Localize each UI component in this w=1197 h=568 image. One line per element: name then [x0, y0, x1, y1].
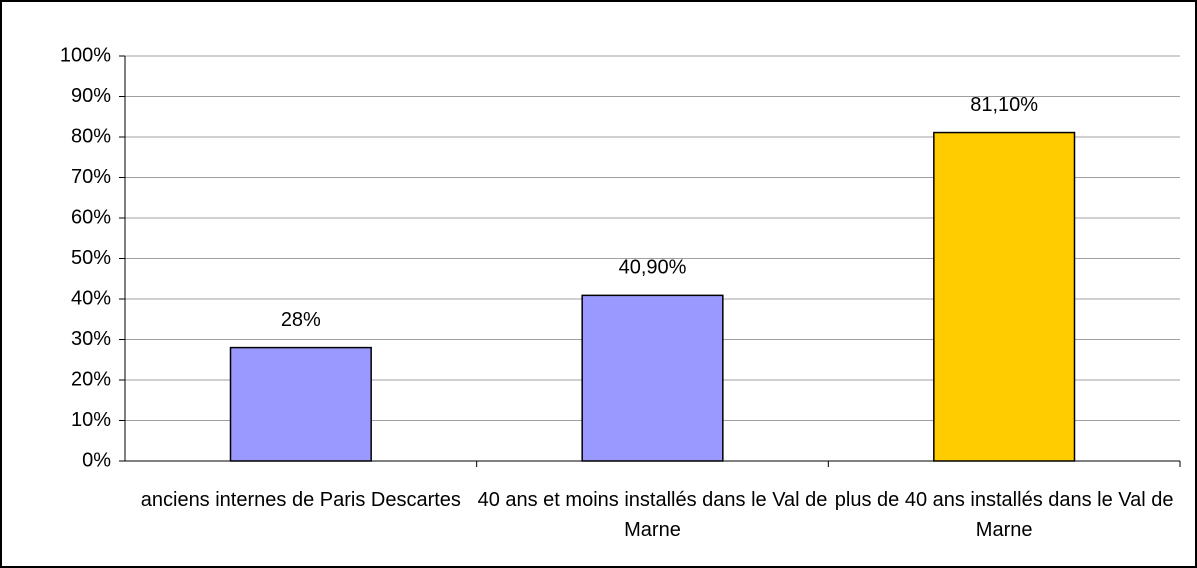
- y-tick-label: 100%: [60, 44, 111, 66]
- data-label: 81,10%: [970, 94, 1038, 116]
- x-tick-label: 40 ans et moins installés dans le Val de…: [477, 489, 828, 541]
- bar: [581, 294, 724, 462]
- y-tick-label: 0%: [82, 449, 111, 471]
- y-tick-label: 40%: [71, 287, 111, 309]
- y-tick-label: 50%: [71, 247, 111, 269]
- y-tick-label: 10%: [71, 409, 111, 431]
- bar: [933, 131, 1076, 462]
- x-tick-label: anciens internes de Paris Descartes: [140, 489, 461, 511]
- data-label: 40,90%: [619, 257, 687, 279]
- y-tick-label: 60%: [71, 206, 111, 228]
- bar: [229, 346, 372, 462]
- y-tick-label: 80%: [71, 125, 111, 147]
- y-tick-label: 90%: [71, 85, 111, 107]
- y-tick-label: 70%: [71, 166, 111, 188]
- y-tick-label: 30%: [71, 328, 111, 350]
- y-tick-label: 20%: [71, 368, 111, 390]
- data-label: 28%: [281, 309, 321, 331]
- x-tick-label: plus de 40 ans installés dans le Val de …: [834, 489, 1174, 541]
